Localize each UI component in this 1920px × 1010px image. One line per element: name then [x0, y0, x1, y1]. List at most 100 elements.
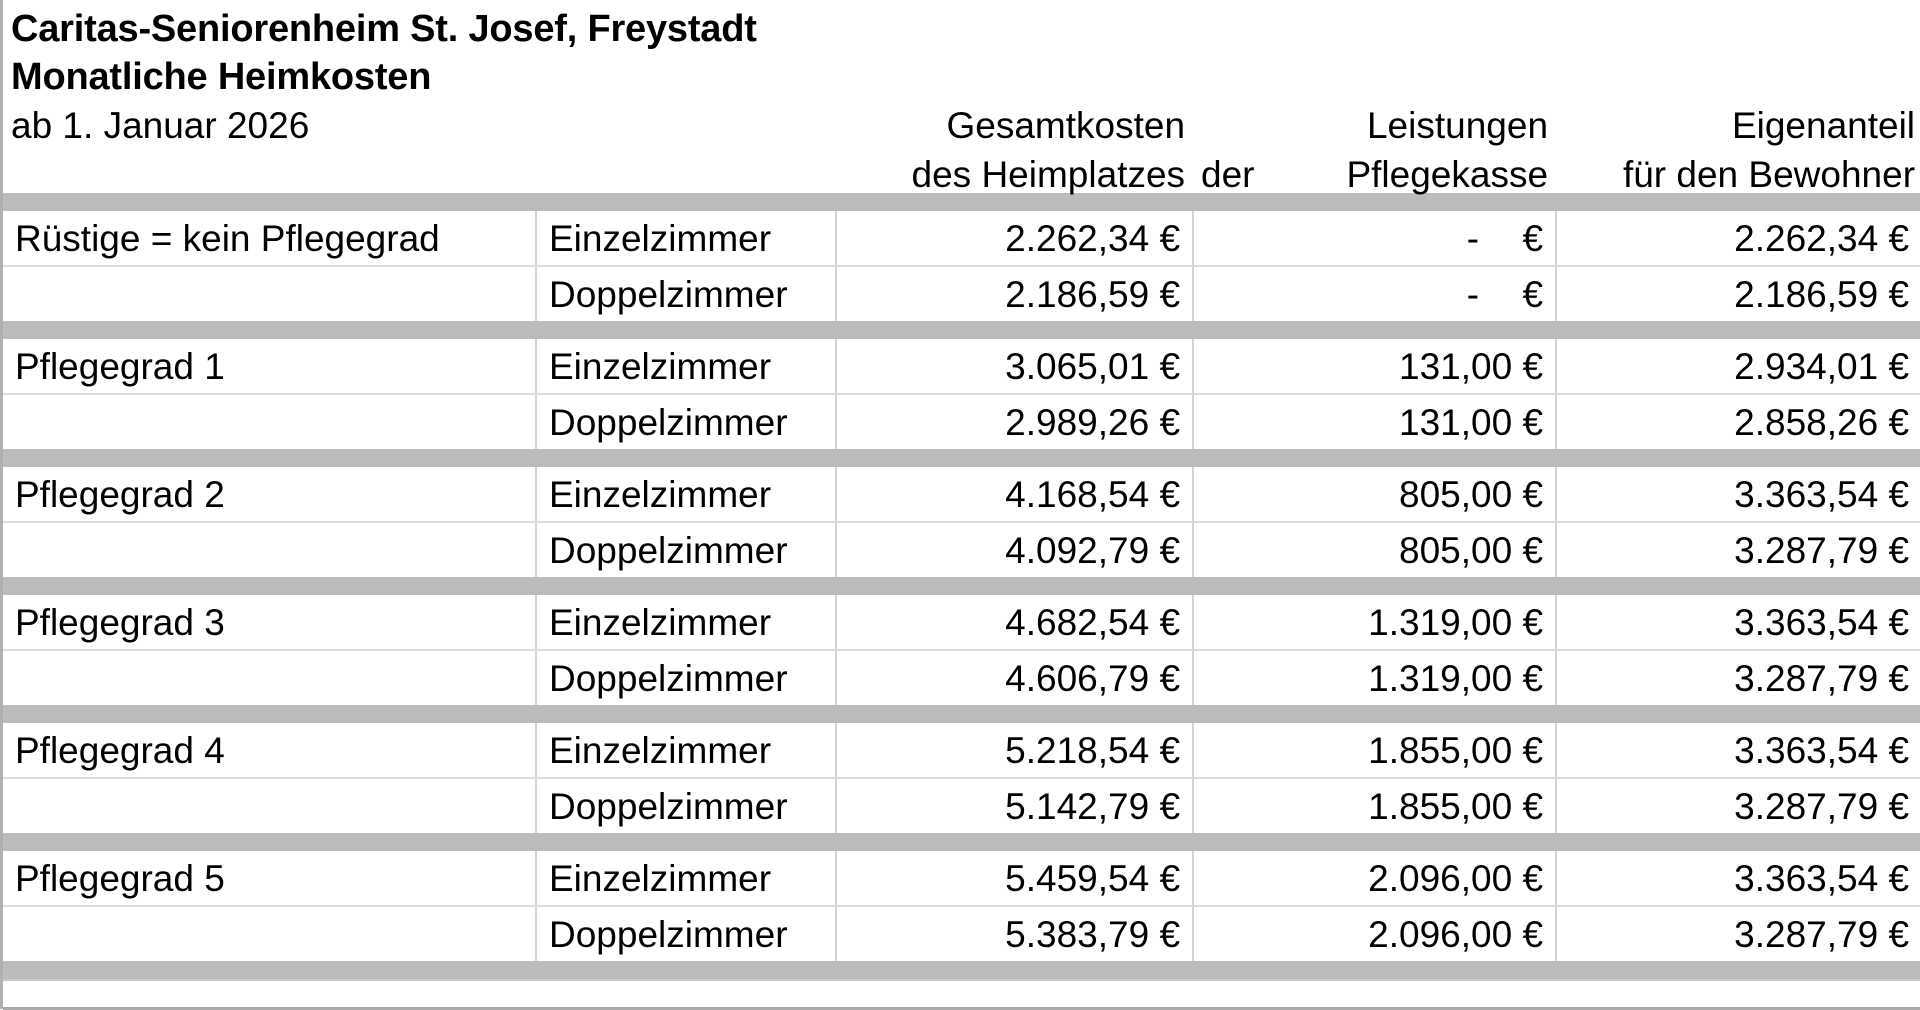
total-cost-value: 2.262,34 €	[834, 211, 1195, 267]
category-label-empty	[3, 522, 537, 577]
title-row: Caritas-Seniorenheim St. Josef, Freystad…	[3, 0, 1920, 48]
personal-share-value: 3.363,54 €	[1555, 851, 1920, 907]
room-type-label: Einzelzimmer	[535, 595, 837, 651]
table-row[interactable]: Pflegegrad 3 Einzelzimmer 4.682,54 €1.319,…	[3, 595, 1920, 651]
room-type-label: Einzelzimmer	[535, 467, 837, 523]
document-title-line-2: Monatliche Heimkosten	[11, 56, 432, 98]
room-type-label: Doppelzimmer	[535, 394, 837, 449]
column-header-total-line-2: des Heimplatzes	[911, 154, 1186, 195]
personal-share-value: 3.287,79 €	[1555, 906, 1920, 961]
personal-share-value: 2.934,01 €	[1555, 339, 1920, 395]
effective-date: ab 1. Januar 2026	[11, 105, 310, 146]
benefit-value: 1.319,00 €	[1192, 650, 1558, 705]
column-header-benefit-line-2-prefix: der	[1201, 154, 1255, 195]
benefit-value: 2.096,00 €	[1192, 851, 1558, 907]
separator-band	[3, 193, 1920, 211]
category-label: Pflegegrad 4	[3, 723, 537, 779]
benefit-currency-symbol: €	[1522, 273, 1544, 315]
total-cost-value: 2.989,26 €	[834, 394, 1195, 449]
separator-band	[3, 961, 1920, 980]
room-type-label: Einzelzimmer	[535, 723, 837, 779]
table-row[interactable]: Doppelzimmer 2.989,26 €131,00 €2.858,26 €	[3, 394, 1920, 449]
total-cost-value: 3.065,01 €	[834, 339, 1195, 395]
heimkosten-table: Caritas-Seniorenheim St. Josef, Freystad…	[3, 0, 1920, 1010]
room-type-label: Doppelzimmer	[535, 266, 837, 321]
title-spacer-2	[1556, 0, 1920, 48]
table-row[interactable]: Doppelzimmer 4.092,79 €805,00 €3.287,79 €	[3, 522, 1920, 577]
table-row[interactable]: Doppelzimmer 4.606,79 €1.319,00 €3.287,79…	[3, 650, 1920, 705]
personal-share-value: 2.186,59 €	[1555, 266, 1920, 321]
category-label-empty	[3, 778, 537, 833]
category-label-empty	[3, 650, 537, 705]
subtitle-spacer-1	[1193, 48, 1556, 96]
category-label: Pflegegrad 2	[3, 467, 537, 523]
room-type-label: Einzelzimmer	[535, 211, 837, 267]
group-separator-band	[3, 705, 1920, 723]
date-and-header-line-1-row: ab 1. Januar 2026 Gesamtkosten Leistungen E…	[3, 96, 1920, 144]
table-row[interactable]: Rüstige = kein Pflegegrad Einzelzimmer 2.2…	[3, 211, 1920, 267]
room-type-label: Doppelzimmer	[535, 650, 837, 705]
group-separator-band	[3, 321, 1920, 339]
footer-filler	[3, 979, 1920, 1010]
total-cost-value: 4.682,54 €	[834, 595, 1195, 651]
table-row[interactable]: Pflegegrad 5 Einzelzimmer 5.459,54 €2.096,…	[3, 851, 1920, 907]
column-header-benefit-line-2-main: Pflegekasse	[1346, 154, 1549, 195]
personal-share-value: 3.363,54 €	[1555, 723, 1920, 779]
column-header-benefit-line-2: der Pflegekasse	[1193, 144, 1556, 193]
category-label: Pflegegrad 3	[3, 595, 537, 651]
benefit-value: 131,00 €	[1192, 394, 1558, 449]
subtitle-row: Monatliche Heimkosten	[3, 48, 1920, 96]
personal-share-value: 2.262,34 €	[1555, 211, 1920, 267]
benefit-dash: -	[1466, 217, 1480, 259]
total-cost-value: 4.168,54 €	[834, 467, 1195, 523]
total-cost-value: 4.606,79 €	[834, 650, 1195, 705]
table-row[interactable]: Pflegegrad 4 Einzelzimmer 5.218,54 €1.855,…	[3, 723, 1920, 779]
column-header-total-line-1: Gesamtkosten	[946, 105, 1186, 146]
group-separator-band	[3, 961, 1920, 980]
footer-row	[3, 979, 1920, 1010]
table-row[interactable]: Pflegegrad 1 Einzelzimmer 3.065,01 €131,00…	[3, 339, 1920, 395]
table-row[interactable]: Doppelzimmer 2.186,59 € - €2.186,59 €	[3, 266, 1920, 321]
column-header-share-line-1: Eigenanteil	[1731, 105, 1916, 146]
benefit-value-accounting: - €	[1206, 276, 1543, 313]
personal-share-value: 3.363,54 €	[1555, 595, 1920, 651]
category-label-empty	[3, 394, 537, 449]
separator-band	[3, 833, 1920, 851]
group-separator-band	[3, 833, 1920, 851]
personal-share-value: 2.858,26 €	[1555, 394, 1920, 449]
category-label-empty	[3, 266, 537, 321]
benefit-value-accounting: - €	[1206, 220, 1543, 257]
benefit-value: 1.855,00 €	[1192, 723, 1558, 779]
personal-share-value: 3.287,79 €	[1555, 650, 1920, 705]
total-cost-value: 5.142,79 €	[834, 778, 1195, 833]
table-row[interactable]: Doppelzimmer 5.142,79 €1.855,00 €3.287,79…	[3, 778, 1920, 833]
category-label-empty	[3, 906, 537, 961]
table-row[interactable]: Pflegegrad 2 Einzelzimmer 4.168,54 €805,00…	[3, 467, 1920, 523]
benefit-dash: -	[1466, 273, 1480, 315]
benefit-currency-symbol: €	[1522, 217, 1544, 259]
room-type-label: Doppelzimmer	[535, 778, 837, 833]
personal-share-value: 3.287,79 €	[1555, 778, 1920, 833]
total-cost-value: 5.459,54 €	[834, 851, 1195, 907]
total-cost-value: 2.186,59 €	[834, 266, 1195, 321]
separator-band	[3, 577, 1920, 595]
header-line-2-spacer	[3, 144, 836, 193]
benefit-value: - €	[1192, 266, 1558, 321]
group-separator-band	[3, 577, 1920, 595]
personal-share-value: 3.363,54 €	[1555, 467, 1920, 523]
category-label: Rüstige = kein Pflegegrad	[3, 211, 537, 267]
category-label: Pflegegrad 5	[3, 851, 537, 907]
room-type-label: Doppelzimmer	[535, 906, 837, 961]
title-spacer-1	[1193, 0, 1556, 48]
room-type-label: Einzelzimmer	[535, 851, 837, 907]
benefit-value: 1.855,00 €	[1192, 778, 1558, 833]
total-cost-value: 4.092,79 €	[834, 522, 1195, 577]
table-row[interactable]: Doppelzimmer 5.383,79 €2.096,00 €3.287,79…	[3, 906, 1920, 961]
benefit-value: 131,00 €	[1192, 339, 1558, 395]
column-header-share-line-2: für den Bewohner	[1622, 154, 1916, 195]
subtitle-spacer-2	[1556, 48, 1920, 96]
column-header-benefit-line-1: Leistungen	[1366, 105, 1549, 146]
document-title-line-1: Caritas-Seniorenheim St. Josef, Freystad…	[11, 8, 757, 50]
total-cost-value: 5.383,79 €	[834, 906, 1195, 961]
separator-band	[3, 705, 1920, 723]
